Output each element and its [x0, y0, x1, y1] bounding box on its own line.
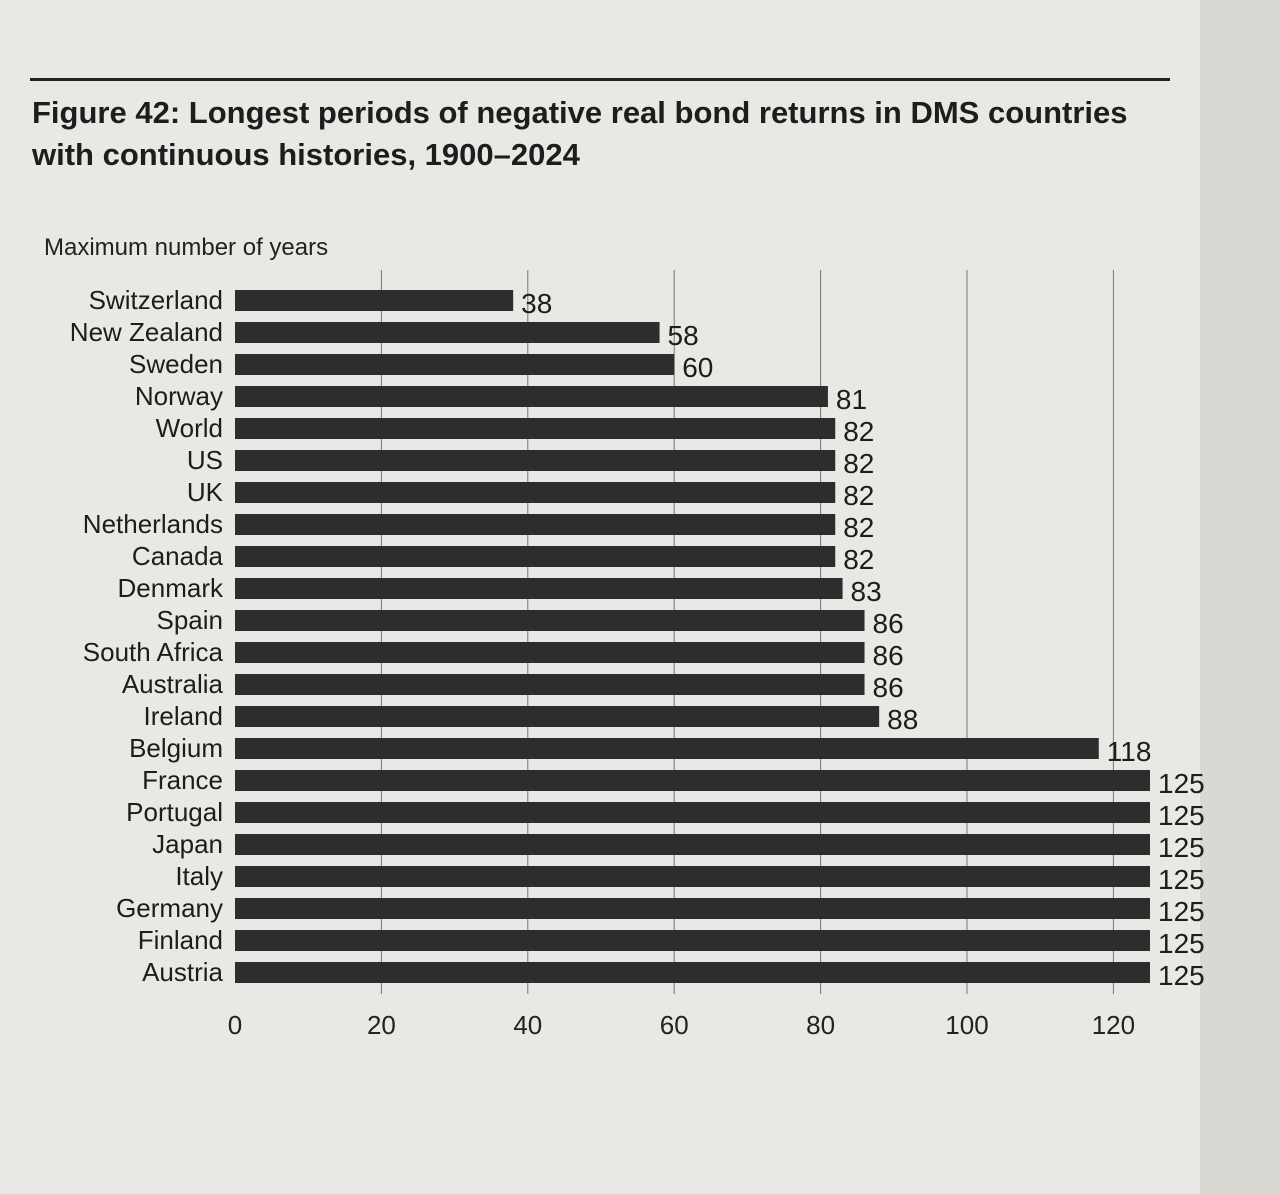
category-label: Portugal: [126, 797, 223, 827]
value-label: 86: [873, 608, 904, 639]
category-label: Italy: [175, 861, 223, 891]
x-tick-label: 0: [228, 1010, 242, 1040]
bar: [235, 546, 836, 567]
figure-title: Figure 42: Longest periods of negative r…: [32, 95, 1128, 172]
category-label: Australia: [122, 669, 224, 699]
category-label: UK: [187, 477, 224, 507]
bar: [235, 674, 865, 695]
y-axis-label: Maximum number of years: [44, 234, 328, 261]
category-label: US: [187, 445, 223, 475]
x-tick-label: 100: [945, 1010, 988, 1040]
x-tick-label: 60: [660, 1010, 689, 1040]
category-label: Finland: [138, 925, 223, 955]
category-label: Sweden: [129, 349, 223, 379]
category-label: Denmark: [118, 573, 224, 603]
x-tick-label: 120: [1092, 1010, 1135, 1040]
value-label: 82: [843, 512, 874, 543]
value-label: 88: [887, 704, 918, 735]
bar: [235, 962, 1150, 983]
bar: [235, 290, 514, 311]
x-tick-label: 80: [806, 1010, 835, 1040]
category-label: Switzerland: [89, 285, 223, 315]
bar: [235, 738, 1099, 759]
category-label: Belgium: [129, 733, 223, 763]
bar: [235, 930, 1150, 951]
value-label: 125: [1158, 832, 1205, 863]
category-label: World: [156, 413, 223, 443]
value-label: 86: [873, 672, 904, 703]
x-tick-label: 20: [367, 1010, 396, 1040]
category-label: Germany: [116, 893, 223, 923]
category-label: Norway: [135, 381, 223, 411]
bar: [235, 322, 660, 343]
category-label: Austria: [142, 957, 223, 987]
category-label: Canada: [132, 541, 224, 571]
bar: [235, 642, 865, 663]
category-label: New Zealand: [70, 317, 223, 347]
category-label: Ireland: [144, 701, 224, 731]
value-label: 82: [843, 416, 874, 447]
bar: [235, 514, 836, 535]
category-label: South Africa: [83, 637, 224, 667]
bar: [235, 418, 836, 439]
value-label: 82: [843, 480, 874, 511]
value-label: 86: [873, 640, 904, 671]
bar: [235, 770, 1150, 791]
category-label: Japan: [152, 829, 223, 859]
value-label: 125: [1158, 896, 1205, 927]
value-label: 81: [836, 384, 867, 415]
bar: [235, 354, 675, 375]
value-label: 60: [682, 352, 713, 383]
value-label: 38: [521, 288, 552, 319]
value-label: 83: [851, 576, 882, 607]
x-tick-label: 40: [513, 1010, 542, 1040]
value-label: 82: [843, 544, 874, 575]
bar: [235, 706, 880, 727]
bar: [235, 578, 843, 599]
value-label: 58: [668, 320, 699, 351]
category-label: France: [142, 765, 223, 795]
title-rule: [30, 78, 1170, 81]
bar: [235, 386, 828, 407]
bar: [235, 450, 836, 471]
value-label: 125: [1158, 864, 1205, 895]
bar: [235, 898, 1150, 919]
bar: [235, 834, 1150, 855]
bar: [235, 866, 1150, 887]
value-label: 125: [1158, 960, 1205, 991]
bar: [235, 802, 1150, 823]
value-label: 125: [1158, 928, 1205, 959]
value-label: 125: [1158, 800, 1205, 831]
category-label: Spain: [157, 605, 224, 635]
bar: [235, 482, 836, 503]
value-label: 82: [843, 448, 874, 479]
value-label: 125: [1158, 768, 1205, 799]
value-label: 118: [1107, 736, 1152, 767]
bar: [235, 610, 865, 631]
category-label: Netherlands: [83, 509, 223, 539]
